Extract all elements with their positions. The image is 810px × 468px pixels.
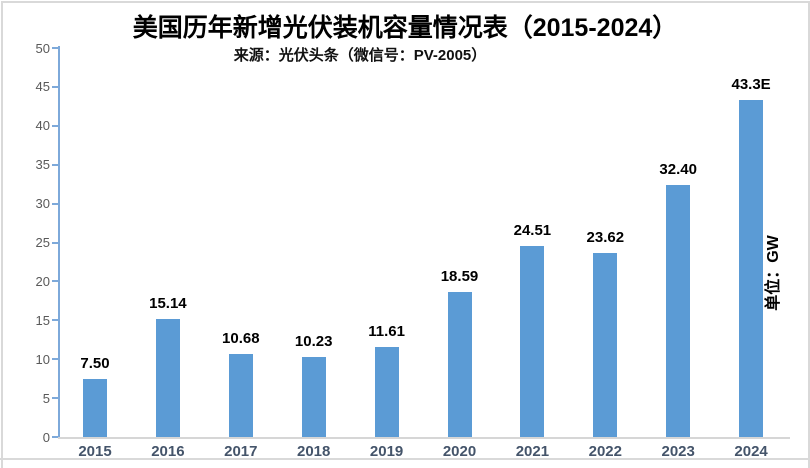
- bar-2021: [520, 246, 545, 437]
- bar-2016: [155, 319, 180, 437]
- y-axis-tick: [52, 358, 58, 361]
- y-axis-tick: [52, 85, 58, 88]
- y-axis-tick: [52, 436, 58, 438]
- y-axis-tick-label: 15: [35, 312, 50, 328]
- y-axis-tick-label: 45: [35, 79, 50, 95]
- y-axis-tick-label: 40: [35, 118, 50, 134]
- y-axis-tick-label: 30: [35, 196, 50, 212]
- bar-value-label-2020: 18.59: [440, 268, 479, 286]
- chart-title: 美国历年新增光伏装机容量情况表（2015-2024）: [132, 14, 678, 42]
- x-axis-label-2016: 2016: [151, 443, 185, 460]
- bar-2020: [447, 292, 472, 437]
- y-axis-tick: [52, 241, 58, 244]
- bar-2015: [83, 378, 107, 437]
- bar-value-label-2015: 7.50: [80, 354, 110, 372]
- x-axis-label-2017: 2017: [224, 443, 258, 460]
- x-axis-label-2020: 2020: [442, 443, 477, 460]
- x-axis-label-2018: 2018: [297, 443, 331, 460]
- y-axis-tick-label: 10: [35, 351, 50, 367]
- bar-2024: [739, 100, 764, 437]
- y-axis-line: [58, 46, 60, 437]
- y-axis-tick-label: 35: [35, 157, 50, 173]
- y-axis-tick: [52, 397, 58, 400]
- x-axis-line: [58, 437, 790, 439]
- bar-value-label-2018: 10.23: [294, 333, 333, 351]
- x-axis-label-2015: 2015: [78, 443, 112, 460]
- bar-2022: [593, 253, 618, 437]
- y-axis-tick: [52, 47, 58, 49]
- bar-value-label-2017: 10.68: [222, 329, 260, 347]
- bar-2017: [228, 353, 253, 437]
- y-axis-tick: [52, 163, 58, 166]
- x-axis-label-2023: 2023: [661, 443, 695, 460]
- x-axis-label-2024: 2024: [734, 443, 768, 460]
- y-axis-tick: [52, 319, 58, 322]
- bar-value-label-2016: 15.14: [149, 295, 187, 313]
- bar-2019: [374, 346, 399, 437]
- y-axis-tick-label: 50: [35, 40, 50, 56]
- y-axis-tick: [52, 202, 58, 205]
- x-axis-label-2021: 2021: [515, 443, 550, 460]
- y-axis-tick: [52, 124, 58, 127]
- bar-value-label-2019: 11.61: [368, 322, 405, 340]
- y-axis-tick-label: 20: [35, 273, 50, 289]
- y-axis-tick-label: 5: [42, 390, 50, 406]
- x-axis-label-2022: 2022: [588, 443, 622, 460]
- bar-value-label-2023: 32.40: [659, 160, 697, 178]
- y-axis-tick: [52, 280, 58, 283]
- bottom-divider: [0, 458, 810, 460]
- bar-value-label-2021: 24.51: [513, 222, 552, 240]
- bar-value-label-2022: 23.62: [586, 229, 625, 247]
- chart-source-subtitle: 来源：光伏头条（微信号：PV-2005）: [233, 47, 487, 64]
- bar-value-label-2024: 43.3E: [731, 76, 771, 94]
- x-axis-label-2019: 2019: [369, 443, 404, 460]
- y-axis-tick-label: 25: [35, 235, 50, 250]
- bar-2018: [301, 357, 326, 437]
- y-axis-tick-label: 0: [42, 429, 50, 445]
- bar-2023: [666, 184, 691, 437]
